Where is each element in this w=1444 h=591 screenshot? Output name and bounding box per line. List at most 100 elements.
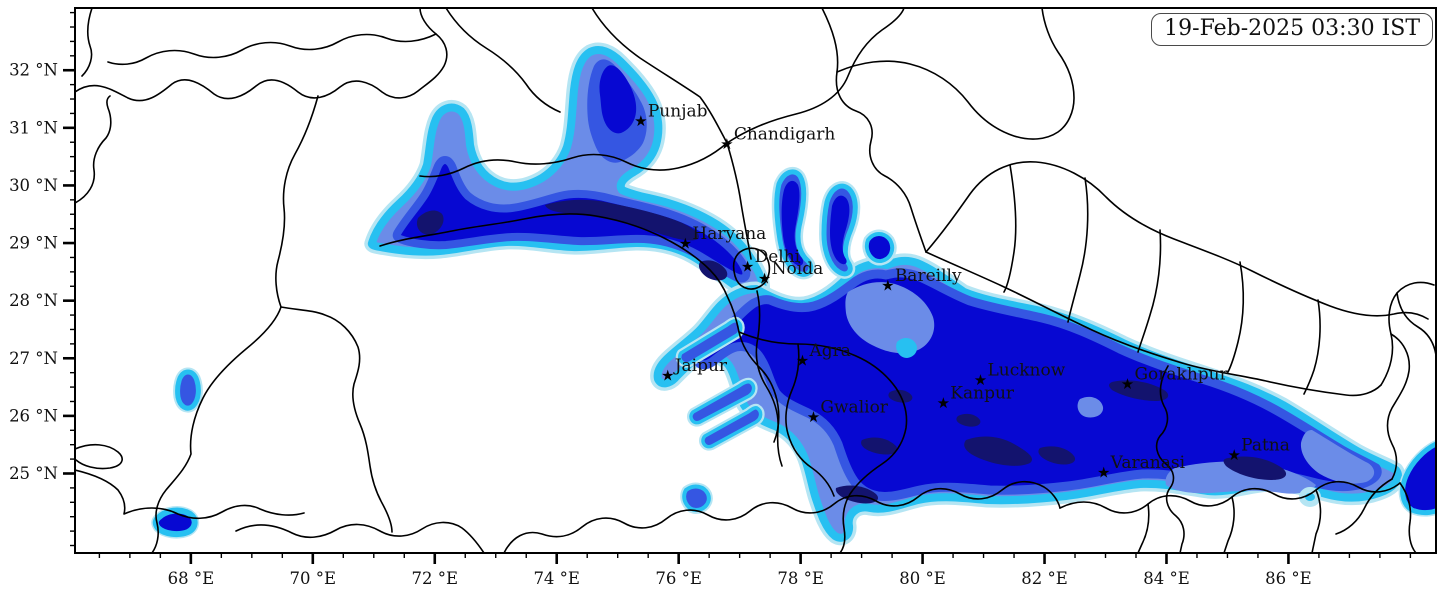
y-axis-tick-label: 32 °N	[9, 61, 58, 80]
state-boundary-line	[107, 33, 437, 66]
fog-contour	[599, 65, 637, 134]
x-axis-tick-label: 86 °E	[1265, 569, 1312, 588]
x-axis-tick-label: 82 °E	[1021, 569, 1068, 588]
state-boundary-line	[75, 469, 305, 520]
x-axis-tick-label: 68 °E	[168, 569, 215, 588]
state-boundary-line	[1311, 489, 1322, 553]
city-label: Bareilly	[895, 266, 962, 286]
state-boundary-line	[755, 290, 783, 467]
fog-contour	[682, 484, 711, 512]
fog-contour	[861, 437, 898, 455]
fog-contour	[956, 413, 981, 427]
state-boundary-line	[1335, 478, 1393, 535]
fog-contour	[545, 199, 700, 241]
state-boundary-line	[1137, 503, 1150, 553]
fog-contour	[1109, 380, 1169, 401]
fog-contour	[175, 369, 201, 411]
city-label: Varanasi	[1110, 453, 1186, 473]
city-label: Patna	[1241, 435, 1290, 455]
fog-contour	[835, 485, 879, 504]
fog-contour	[416, 210, 444, 235]
state-boundary-line	[503, 480, 1061, 553]
y-axis-tick-label: 30 °N	[9, 176, 58, 195]
state-boundary-line	[1067, 177, 1089, 323]
city-marker-star-icon: ★	[807, 408, 820, 426]
x-axis-tick-label: 76 °E	[655, 569, 702, 588]
fog-contour	[1038, 446, 1076, 465]
state-boundary-line	[836, 8, 1075, 140]
timestamp-badge: 19-Feb-2025 03:30 IST	[1151, 13, 1433, 46]
city-marker-star-icon: ★	[881, 277, 894, 295]
fog-contour	[830, 195, 850, 265]
x-axis-tick-label: 84 °E	[1143, 569, 1190, 588]
city-marker-star-icon: ★	[1097, 463, 1110, 481]
state-boundary-line	[379, 213, 780, 443]
state-boundary-line	[732, 247, 771, 290]
city-label: Agra	[808, 341, 850, 361]
fog-contour	[1300, 430, 1375, 484]
timestamp-text: 19-Feb-2025 03:30 IST	[1164, 16, 1420, 41]
state-boundary-line	[445, 8, 561, 113]
state-boundary-line	[1223, 496, 1235, 553]
city-label: Noida	[772, 259, 824, 279]
y-axis-tick-label: 29 °N	[9, 234, 58, 253]
fog-contour	[152, 507, 198, 538]
city-marker-star-icon: ★	[661, 366, 674, 384]
state-boundary-line	[1396, 292, 1436, 356]
fog-contour	[689, 380, 756, 425]
x-axis-tick-label: 78 °E	[777, 569, 824, 588]
y-axis-tick-label: 27 °N	[9, 349, 58, 368]
city-marker-star-icon: ★	[758, 270, 771, 288]
state-boundary-line	[1137, 229, 1162, 353]
state-boundary-line	[1303, 299, 1321, 395]
city-label: Kanpur	[950, 384, 1015, 404]
state-boundary-line	[726, 142, 752, 260]
state-boundary-line	[1386, 333, 1411, 480]
city-marker-star-icon: ★	[679, 235, 692, 253]
fog-contour	[701, 406, 763, 449]
state-boundary-line	[1155, 365, 1185, 553]
map-frame	[74, 7, 1437, 554]
state-boundary-line	[1003, 164, 1017, 293]
state-boundary-line	[75, 95, 112, 204]
city-marker-star-icon: ★	[937, 394, 950, 412]
city-label: Punjab	[648, 101, 708, 121]
y-axis-tick-label: 28 °N	[9, 291, 58, 310]
city-label: Haryana	[692, 224, 766, 244]
city-marker-star-icon: ★	[796, 352, 809, 370]
state-boundary-line	[151, 95, 319, 553]
fog-contour	[964, 436, 1033, 466]
fog-contour	[392, 156, 751, 283]
state-boundary-line	[925, 251, 1382, 397]
city-marker-star-icon: ★	[741, 258, 754, 276]
city-marker-star-icon: ★	[634, 112, 647, 130]
state-boundary-line	[235, 521, 485, 553]
city-marker-star-icon: ★	[1227, 446, 1240, 464]
city-marker-star-icon: ★	[720, 135, 733, 153]
x-axis-tick-label: 74 °E	[533, 569, 580, 588]
city-label: Lucknow	[988, 361, 1066, 381]
boundaries-layer	[75, 8, 1436, 553]
fog-contour	[1223, 456, 1287, 480]
fog-contour	[1077, 396, 1104, 418]
state-boundary-line	[75, 443, 123, 470]
state-boundary-line	[591, 8, 728, 144]
state-boundary-line	[81, 8, 93, 77]
x-axis-tick-label: 70 °E	[290, 569, 337, 588]
state-boundary-line	[925, 161, 1429, 320]
city-label: Gwalior	[820, 397, 888, 417]
city-label: Delhi	[755, 247, 801, 267]
state-boundary-line	[280, 306, 393, 533]
state-boundary-line	[419, 142, 728, 178]
fog-contour	[677, 319, 743, 366]
cities-layer: ★ Punjab★ Chandigarh★ Haryana★ Delhi★ Noida★ B…	[634, 101, 1290, 481]
x-axis-tick-label: 72 °E	[411, 569, 458, 588]
state-boundary-line	[726, 8, 905, 144]
y-axis-tick-label: 31 °N	[9, 118, 58, 137]
state-boundary-line	[785, 343, 835, 497]
fog-contours-layer	[151, 42, 1436, 546]
state-boundary-line	[75, 8, 448, 102]
city-label: Chandigarh	[734, 124, 836, 144]
